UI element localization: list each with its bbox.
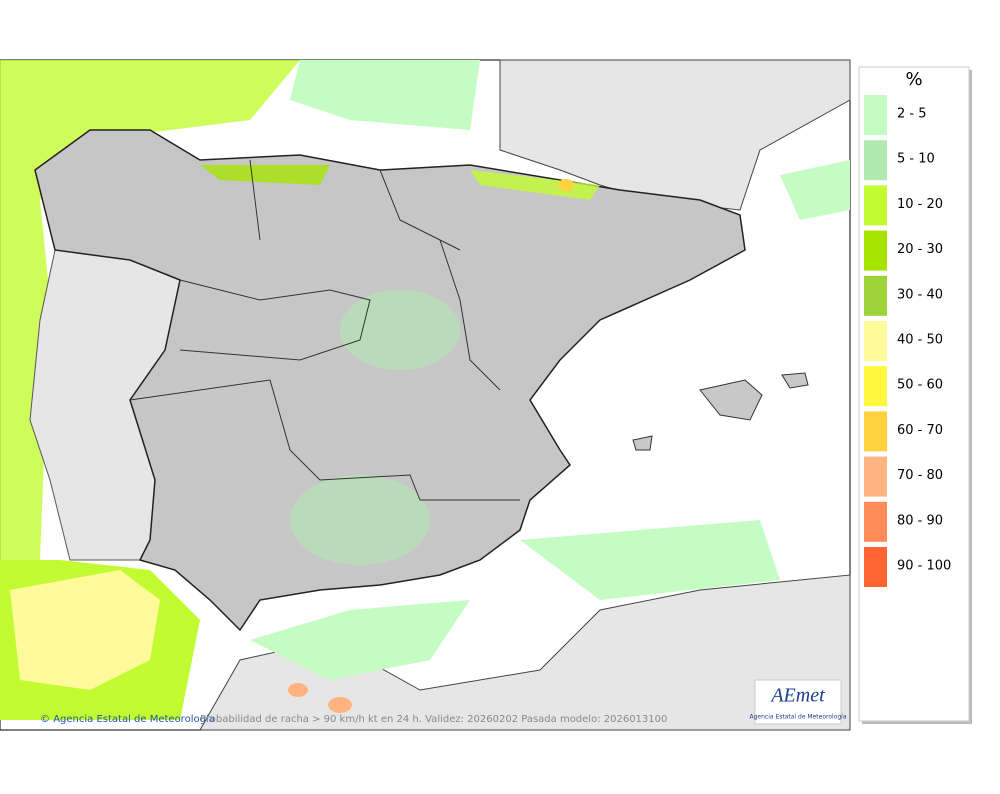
map: © Agencia Estatal de Meteorología Probab…	[0, 59, 851, 731]
caption: Probabilidad de racha > 90 km/h kt en 24…	[200, 714, 667, 725]
legend-swatch	[864, 321, 887, 361]
zone	[0, 60, 300, 600]
logo-box	[754, 679, 842, 725]
zone	[200, 165, 330, 185]
zone	[470, 170, 600, 200]
zone	[290, 60, 480, 130]
legend-swatch	[864, 456, 887, 497]
legend-label: 30 - 40	[897, 287, 943, 302]
spain	[34, 129, 746, 632]
logo: AEmet	[769, 685, 825, 707]
legend-label: 70 - 80	[897, 468, 943, 483]
legend-title: %	[905, 69, 922, 90]
island	[781, 372, 809, 389]
legend-swatch	[864, 140, 887, 181]
logo-subtitle: Agencia Estatal de Meteorología	[750, 714, 847, 721]
legend-swatch	[864, 230, 887, 271]
legend-swatch	[864, 501, 887, 542]
legend: % 2 - 5 5 - 10 10 - 20 20 - 30 30 - 40 40 - 5…	[858, 66, 972, 724]
legend-label: 90 - 100	[897, 559, 951, 574]
zone	[290, 475, 430, 565]
legend-swatch	[864, 95, 887, 135]
legend-label: 40 - 50	[897, 333, 943, 348]
zone	[558, 179, 574, 191]
legend-label: 80 - 90	[897, 513, 943, 528]
zone	[10, 570, 160, 690]
legend-label: 60 - 70	[897, 423, 943, 438]
legend-swatch	[864, 275, 887, 316]
legend-label: 20 - 30	[897, 242, 943, 257]
legend-swatch	[864, 547, 887, 587]
credit: © Agencia Estatal de Meteorología	[40, 713, 215, 725]
island	[699, 379, 763, 421]
zone	[780, 160, 850, 220]
zone	[288, 683, 308, 697]
zone	[328, 697, 352, 713]
border	[129, 159, 520, 501]
legend-label: 5 - 10	[897, 152, 935, 167]
zone	[250, 600, 470, 680]
legend-swatch	[864, 185, 887, 226]
legend-label: 10 - 20	[897, 197, 943, 212]
island	[632, 435, 653, 451]
legend-label: 50 - 60	[897, 378, 943, 393]
zone	[340, 290, 460, 370]
zone	[520, 520, 780, 600]
legend-swatch	[864, 366, 887, 407]
legend-swatch	[864, 411, 887, 452]
legend-label: 2 - 5	[897, 107, 927, 122]
